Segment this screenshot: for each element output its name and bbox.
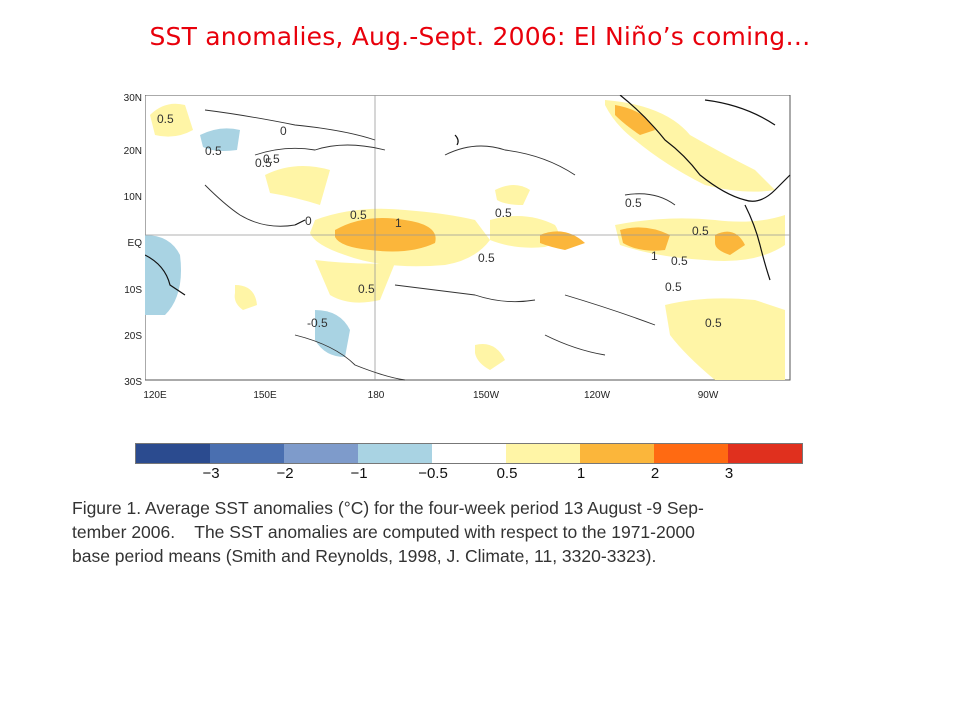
colorbar-label: −3	[202, 465, 220, 482]
lat-label-20n: 20N	[123, 146, 142, 157]
colorbar-label: −2	[276, 465, 294, 482]
contour-label: 0.5	[671, 254, 688, 268]
contour-lines	[204, 109, 676, 381]
contour-label: 0.5	[665, 280, 682, 294]
sst-anomaly-map: 30N 20N 10N EQ 10S 20S 30S	[100, 90, 800, 410]
colorbar-swatch	[432, 444, 506, 463]
contour-label: 0.5	[263, 152, 280, 166]
contour-label: 0.5	[705, 316, 722, 330]
colorbar-swatch	[506, 444, 580, 463]
lat-label-10n: 10N	[123, 192, 142, 203]
colorbar-label: −0.5	[418, 465, 448, 482]
colorbar-swatch	[358, 444, 432, 463]
contour-label: 0.5	[358, 282, 375, 296]
colorbar-label: 2	[650, 465, 660, 482]
caption-line: base period means (Smith and Reynolds, 1…	[72, 546, 657, 566]
figure-caption: Figure 1. Average SST anomalies (°C) for…	[72, 496, 872, 568]
lat-label-30s: 30S	[124, 377, 142, 388]
contour-label: 0.5	[692, 224, 709, 238]
contour-label: 0.5	[350, 208, 367, 222]
contour-label: 0.5	[478, 251, 495, 265]
contour-label: 0.5	[625, 196, 642, 210]
caption-line: tember 2006. The SST anomalies are compu…	[72, 522, 695, 542]
lon-label-90w: 90W	[697, 390, 719, 401]
coastlines	[145, 95, 791, 296]
colorbar-label: 1	[576, 465, 586, 482]
colorbar-swatch	[580, 444, 654, 463]
caption-line: Figure 1. Average SST anomalies (°C) for…	[72, 498, 704, 518]
colorbar-label: 3	[724, 465, 734, 482]
anomaly-fills	[145, 100, 785, 380]
contour-label: 0	[305, 214, 312, 228]
lon-label-120e: 120E	[143, 390, 167, 401]
lat-label-30n: 30N	[123, 93, 142, 104]
lon-label-180: 180	[367, 390, 385, 401]
colorbar-swatch	[728, 444, 802, 463]
colorbar-label: 0.5	[496, 465, 518, 482]
colorbar-swatch	[654, 444, 728, 463]
contour-label: 0.5	[495, 206, 512, 220]
colorbar-swatch	[136, 444, 210, 463]
lat-label-eq: EQ	[127, 238, 142, 249]
lon-label-120w: 120W	[583, 390, 611, 401]
contour-label: -0.5	[307, 316, 328, 330]
slide-title: SST anomalies, Aug.-Sept. 2006: El Niño’…	[149, 22, 811, 51]
colorbar	[135, 443, 803, 464]
contour-label: 1	[651, 249, 658, 263]
contour-label: 0.5	[205, 144, 222, 158]
contour-label: 1	[395, 216, 402, 230]
map-plot: 0.5 0 0.5 0 0.5 0.5 1 0.5 0.5 0.5 1 0.5 …	[145, 95, 791, 381]
lon-label-150w: 150W	[472, 390, 500, 401]
lat-label-20s: 20S	[124, 331, 142, 342]
contour-label: 0	[280, 124, 287, 138]
lon-label-150e: 150E	[253, 390, 277, 401]
lat-label-10s: 10S	[124, 285, 142, 296]
colorbar-label: −1	[350, 465, 368, 482]
contour-label: 0.5	[157, 112, 174, 126]
colorbar-swatch	[284, 444, 358, 463]
contour-label: 0.5	[255, 156, 272, 170]
colorbar-swatch	[210, 444, 284, 463]
